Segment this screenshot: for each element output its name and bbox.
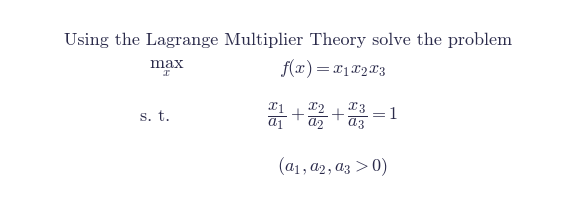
Text: s. t.: s. t.	[140, 108, 171, 123]
Text: $\dfrac{x_1}{a_1} + \dfrac{x_2}{a_2} + \dfrac{x_3}{a_3} = 1$: $\dfrac{x_1}{a_1} + \dfrac{x_2}{a_2} + \…	[267, 100, 397, 131]
Text: $(a_1, a_2, a_3 > 0)$: $(a_1, a_2, a_3 > 0)$	[276, 155, 388, 177]
Text: $\underset{x}{\max}$: $\underset{x}{\max}$	[149, 58, 184, 79]
Text: $f(x) = x_1 x_2 x_3$: $f(x) = x_1 x_2 x_3$	[279, 57, 386, 80]
Text: Using the Lagrange Multiplier Theory solve the problem: Using the Lagrange Multiplier Theory sol…	[65, 32, 512, 48]
